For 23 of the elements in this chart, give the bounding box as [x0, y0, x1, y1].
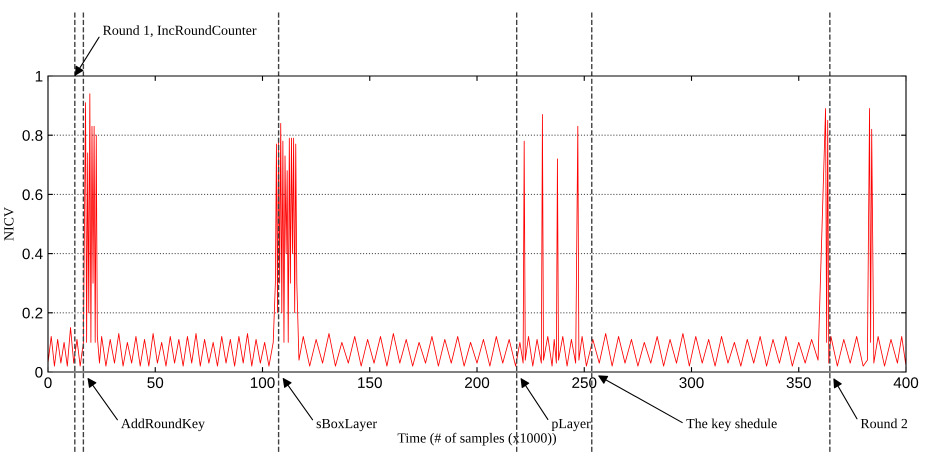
- ref-line-label: Round 1, IncRoundCounter: [102, 25, 256, 38]
- y-axis-title: NICV: [4, 207, 14, 241]
- ref-line-label: pLayer: [552, 418, 591, 432]
- y-tick-label: 1: [36, 71, 42, 82]
- x-tick-label: 50: [147, 377, 164, 388]
- x-tick-label: 300: [679, 377, 704, 388]
- x-tick-label: 200: [465, 377, 490, 388]
- ref-line-label: Round 2: [860, 418, 908, 428]
- x-tick-label: 0: [44, 377, 52, 388]
- x-axis-title: Time (# of samples (x1000)): [398, 432, 556, 446]
- y-tick-label: 0.6: [22, 189, 42, 200]
- x-tick-label: 400: [894, 377, 918, 388]
- x-tick-label: 150: [358, 377, 382, 388]
- y-tick-label: 0: [35, 366, 43, 378]
- x-tick-label: 350: [786, 377, 811, 388]
- y-tick-label: 0.8: [22, 130, 42, 141]
- y-tick-label: 0.4: [22, 248, 43, 260]
- ref-line-label: The key shedule: [686, 418, 777, 432]
- ref-line-label: AddRoundKey: [121, 418, 205, 432]
- ref-line-label: sBoxLayer: [316, 418, 377, 432]
- y-tick-label: 0.2: [22, 308, 42, 318]
- x-tick-label: 100: [250, 377, 275, 388]
- line-series: [48, 93, 906, 366]
